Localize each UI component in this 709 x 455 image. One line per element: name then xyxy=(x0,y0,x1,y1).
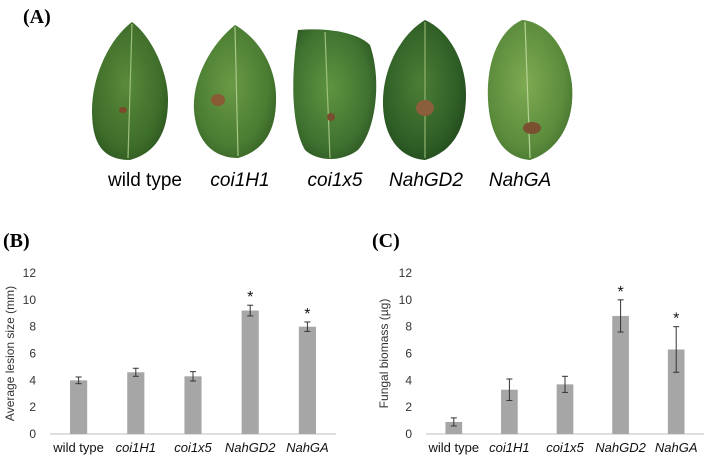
bar xyxy=(556,384,574,434)
leaf-coi1x5 xyxy=(293,29,377,160)
bar xyxy=(445,421,463,434)
y-tick-label: 6 xyxy=(405,347,412,361)
bar xyxy=(241,310,259,434)
x-category-label: NahGD2 xyxy=(595,440,646,455)
lesion xyxy=(119,107,127,113)
x-category-label: coi1x5 xyxy=(546,440,584,455)
bar xyxy=(298,326,316,434)
y-tick-label: 8 xyxy=(29,320,36,334)
x-category-label: wild type xyxy=(52,440,104,455)
lesion xyxy=(416,100,434,116)
x-category-label: wild type xyxy=(428,440,480,455)
leaf-label-coi1h1: coi1H1 xyxy=(210,170,270,191)
lesion xyxy=(327,113,335,121)
y-tick-label: 6 xyxy=(29,347,36,361)
x-category-label: NahGA xyxy=(286,440,329,455)
chart-lesion-size: Average lesion size (mm) 0 2 4 6 8 10 12 wild ty… xyxy=(3,266,336,455)
y-tick-label: 0 xyxy=(405,427,412,441)
bar xyxy=(501,389,518,434)
leaf-nahgd2 xyxy=(382,20,466,160)
x-category-label: NahGA xyxy=(655,440,698,455)
y-tick-label: 10 xyxy=(399,293,413,307)
panel-label-a: (A) xyxy=(23,6,51,28)
y-tick-label: 2 xyxy=(405,400,412,414)
leaf-coi1h1 xyxy=(193,25,277,158)
leaf-label-wild-type: wild type xyxy=(108,170,182,191)
y-tick-label: 12 xyxy=(23,266,37,280)
leaf-wild-type xyxy=(92,22,168,160)
significance-star: * xyxy=(304,306,310,323)
y-tick-label: 10 xyxy=(23,293,37,307)
significance-star: * xyxy=(247,289,253,306)
significance-star: * xyxy=(673,311,679,328)
leaf-label-nahgd2: NahGD2 xyxy=(389,170,463,191)
y-axis-title: Average lesion size (mm) xyxy=(3,286,17,421)
leaf-nahga xyxy=(487,20,573,160)
y-tick-label: 4 xyxy=(405,373,412,387)
panel-label-c: (C) xyxy=(372,230,400,252)
panel-label-b: (B) xyxy=(3,230,30,252)
y-axis-title: Fungal biomass (µg) xyxy=(377,299,391,409)
leaf-photos xyxy=(92,20,573,160)
x-category-label: NahGD2 xyxy=(225,440,276,455)
lesion xyxy=(211,94,225,106)
x-category-label: coi1H1 xyxy=(489,440,529,455)
x-category-label: coi1H1 xyxy=(116,440,156,455)
significance-star: * xyxy=(617,284,623,301)
y-tick-label: 2 xyxy=(29,400,36,414)
bar xyxy=(70,380,88,434)
bar xyxy=(612,315,629,434)
leaf-label-nahga: NahGA xyxy=(488,170,552,191)
chart-fungal-biomass: Fungal biomass (µg) 0 2 4 6 8 10 12 wild type coi… xyxy=(377,266,704,455)
lesion xyxy=(523,122,541,134)
y-tick-label: 0 xyxy=(29,427,36,441)
x-category-label: coi1x5 xyxy=(174,440,212,455)
y-tick-label: 12 xyxy=(399,266,413,280)
leaf-label-coi1x5: coi1x5 xyxy=(307,170,363,191)
y-tick-label: 8 xyxy=(405,320,412,334)
bar xyxy=(667,349,685,434)
y-tick-label: 4 xyxy=(29,373,36,387)
bar xyxy=(127,372,145,434)
bar xyxy=(184,376,202,434)
